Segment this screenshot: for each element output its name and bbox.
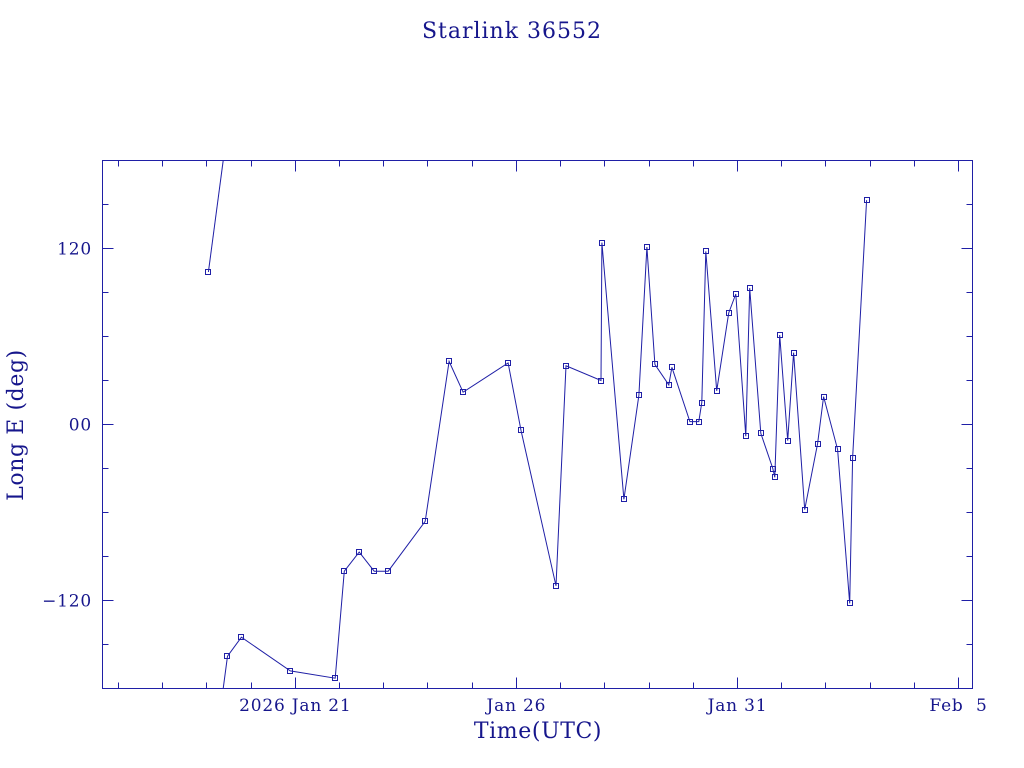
data-point xyxy=(769,465,777,473)
data-point xyxy=(237,633,245,641)
data-point xyxy=(790,349,798,357)
series xyxy=(204,160,871,689)
x-tick-label: Jan 26 xyxy=(485,696,547,716)
data-point xyxy=(651,360,659,368)
y-axis-label: Long E (deg) xyxy=(4,349,29,501)
data-point xyxy=(757,429,765,437)
data-point xyxy=(732,290,740,298)
data-point xyxy=(421,517,429,525)
data-point xyxy=(820,393,828,401)
data-point xyxy=(742,432,750,440)
data-point xyxy=(801,506,809,514)
data-point xyxy=(771,473,779,481)
data-point xyxy=(849,454,857,462)
y-tick-label: 00 xyxy=(69,416,92,436)
data-point xyxy=(552,582,560,590)
data-point xyxy=(668,363,676,371)
axis-ticks xyxy=(102,160,973,689)
data-point xyxy=(746,284,754,292)
data-point xyxy=(504,359,512,367)
data-point xyxy=(598,239,606,247)
data-point xyxy=(331,674,339,682)
data-point xyxy=(686,418,694,426)
y-tick-label: −120 xyxy=(42,592,92,612)
data-point xyxy=(459,388,467,396)
data-point xyxy=(784,437,792,445)
x-tick-label: 2026 Jan 21 xyxy=(239,696,351,716)
data-point xyxy=(620,495,628,503)
data-point xyxy=(597,377,605,385)
data-point xyxy=(384,567,392,575)
data-point xyxy=(713,387,721,395)
data-point xyxy=(814,440,822,448)
data-point xyxy=(665,381,673,389)
data-point xyxy=(698,399,706,407)
data-point xyxy=(635,391,643,399)
data-point xyxy=(695,418,703,426)
data-point xyxy=(223,652,231,660)
data-point xyxy=(340,567,348,575)
data-point xyxy=(286,667,294,675)
data-point xyxy=(846,599,854,607)
data-point xyxy=(370,567,378,575)
data-point xyxy=(355,548,363,556)
data-point xyxy=(776,331,784,339)
chart-title: Starlink 36552 xyxy=(422,19,602,44)
x-tick-label: Jan 31 xyxy=(706,696,768,716)
series-line-segment xyxy=(222,200,868,689)
tick-labels: 2026 Jan 21 Jan 26 Jan 31 Feb 5 120 00 −120 xyxy=(42,240,987,717)
data-point xyxy=(702,247,710,255)
y-tick-label: 120 xyxy=(57,240,92,260)
data-point xyxy=(445,357,453,365)
x-axis-label: Time(UTC) xyxy=(474,719,602,744)
data-point xyxy=(204,268,212,276)
data-point xyxy=(517,426,525,434)
series-line-segment xyxy=(207,160,224,273)
data-point xyxy=(562,362,570,370)
data-point xyxy=(863,196,871,204)
data-point xyxy=(725,309,733,317)
data-point xyxy=(643,243,651,251)
data-point xyxy=(834,445,842,453)
plot-frame xyxy=(102,160,973,689)
x-tick-label: Feb 5 xyxy=(929,696,987,716)
